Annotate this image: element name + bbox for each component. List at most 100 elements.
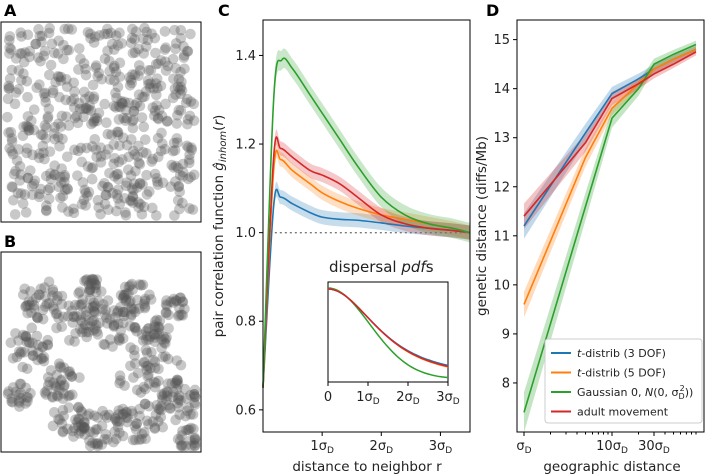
- point: [125, 134, 137, 145]
- point: [182, 45, 193, 57]
- point: [181, 140, 193, 152]
- point: [110, 102, 122, 113]
- panel-b: [0, 251, 202, 453]
- point: [80, 326, 92, 338]
- point: [112, 318, 124, 330]
- point: [20, 300, 32, 312]
- point: [4, 73, 16, 84]
- point: [89, 300, 101, 311]
- point: [88, 302, 99, 313]
- point: [153, 104, 165, 116]
- point: [88, 274, 100, 286]
- point: [79, 184, 91, 196]
- point: [189, 391, 201, 403]
- point: [106, 129, 117, 141]
- point: [113, 156, 125, 168]
- point: [82, 410, 93, 422]
- point: [179, 303, 190, 315]
- point: [179, 50, 190, 61]
- point: [3, 80, 15, 92]
- point: [188, 423, 199, 435]
- point: [27, 337, 38, 349]
- point: [47, 391, 58, 402]
- point: [129, 34, 140, 45]
- point: [2, 388, 14, 400]
- point: [173, 73, 185, 85]
- point: [17, 329, 29, 341]
- point: [37, 353, 48, 364]
- panel-label-b: B: [4, 232, 16, 251]
- point: [149, 332, 161, 343]
- point: [144, 289, 155, 301]
- point: [83, 326, 94, 338]
- point: [129, 47, 141, 58]
- point: [165, 181, 177, 192]
- point: [186, 142, 197, 154]
- point: [131, 384, 143, 396]
- point: [115, 301, 126, 313]
- point: [2, 93, 14, 105]
- point: [109, 412, 121, 423]
- point: [67, 425, 79, 437]
- point: [54, 141, 65, 152]
- y-tick-label: 1.4: [235, 49, 256, 64]
- point: [53, 413, 64, 425]
- point: [10, 386, 22, 398]
- point: [162, 115, 173, 127]
- point: [175, 105, 187, 116]
- point: [155, 145, 167, 157]
- point: [54, 361, 66, 372]
- point: [169, 83, 181, 94]
- point: [113, 101, 125, 112]
- point: [40, 301, 51, 312]
- point: [49, 133, 60, 145]
- point: [137, 279, 149, 291]
- point: [134, 410, 145, 422]
- point: [114, 57, 126, 69]
- point: [55, 192, 66, 204]
- point: [56, 374, 67, 386]
- point: [157, 421, 169, 433]
- point: [117, 98, 128, 109]
- point: [117, 333, 129, 344]
- point: [133, 70, 144, 82]
- point: [3, 83, 14, 94]
- point: [16, 48, 27, 59]
- point: [15, 27, 27, 38]
- point: [88, 115, 100, 127]
- point: [188, 98, 199, 110]
- point: [114, 377, 125, 389]
- point: [163, 323, 174, 334]
- point: [51, 369, 62, 381]
- point: [22, 396, 33, 407]
- point: [116, 38, 127, 49]
- x-tick-label: 30σD: [638, 439, 670, 456]
- point: [42, 372, 54, 383]
- point: [11, 155, 23, 166]
- point: [61, 44, 73, 56]
- point: [153, 321, 165, 333]
- point: [116, 97, 128, 109]
- point: [2, 111, 13, 123]
- point: [13, 389, 24, 401]
- point: [89, 31, 101, 43]
- point: [150, 47, 161, 59]
- point: [99, 339, 111, 351]
- point: [175, 359, 187, 371]
- point: [95, 151, 107, 162]
- point: [126, 32, 138, 44]
- point: [151, 314, 163, 326]
- point: [176, 439, 188, 451]
- point: [114, 370, 126, 382]
- point: [43, 297, 55, 309]
- point: [4, 82, 15, 94]
- point: [73, 64, 84, 75]
- point: [185, 434, 196, 446]
- point: [63, 44, 75, 56]
- point: [82, 26, 94, 38]
- point: [129, 69, 141, 81]
- point: [73, 413, 84, 425]
- point: [175, 81, 187, 93]
- point: [174, 169, 186, 181]
- panel-d-lines: [523, 43, 697, 413]
